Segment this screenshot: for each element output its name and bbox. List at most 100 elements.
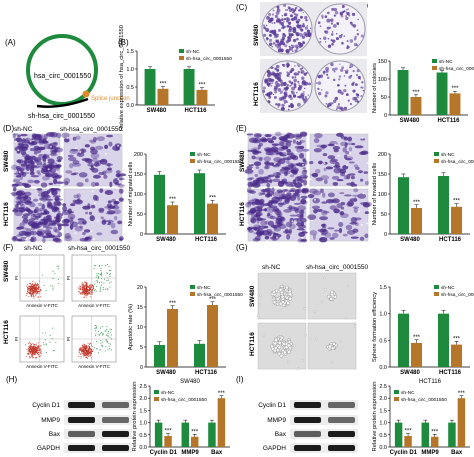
chart-d-legend-label: sh-hsa_circ_0001550 [197,159,243,165]
chart-d-ytick: 0 [140,232,143,238]
h-label-gapdh: GAPDH [37,445,60,452]
chart-b-bar [157,88,169,105]
plate-sw480-sh-nc [261,3,313,55]
h-blot-bg-gapdh [64,443,132,453]
chart-g-xtick: SW480 [400,370,420,376]
chart-h-ytick: 2.5 [139,384,147,390]
chart-f-legend-label: sh-NC [197,285,211,291]
chart-f-ytick: 5 [140,345,143,351]
flow-sw480-sh-circ-ylabel: PI [66,276,71,280]
chart-e-ytick: 0 [384,232,387,238]
panel-a-schematic: hsa_circ_0001550 Splice junction sh-hsa_… [26,34,130,120]
chart-f: 0 5 10 15 20 Apoptotic rate (%) *** SW480 *** HCT… [128,285,243,376]
chart-d-bar [167,205,178,234]
chart-h-xtick: Cyclin D1 [150,450,178,456]
e-row-sw480: SW480 [239,150,246,172]
chart-g-bar [411,343,422,367]
circ-name-label: hsa_circ_0001550 [34,73,91,80]
g-row-sw480: SW480 [249,285,256,307]
sphere-hct116-sh-nc [257,322,308,370]
h-band-mmp9-lane1 [68,417,95,423]
chart-h-ytick: 2.0 [139,396,147,402]
chart-e-legend-swatch [434,159,439,163]
chart-c-bar [436,72,448,115]
chart-c-sig: *** [412,90,420,96]
sh-rna-line [36,97,89,108]
chart-b-legend-swatch [179,49,184,53]
chart-c-xtick: HCT116 [437,118,460,124]
tile-e-hct116-sh-nc [245,186,310,243]
f-col-sh-nc: sh-NC [24,245,43,252]
chart-d-legend-swatch [190,152,195,156]
i-blot-bg-mmp9 [290,415,358,425]
panel-c-plates: sh-NC sh-hsa_circ_0001550 SW480 HCT116 [253,2,369,113]
chart-h-bar [208,422,216,447]
chart-b-ytick: 0.0 [126,103,134,109]
h-band-gapdh-lane2 [102,445,129,451]
chart-g-sig: *** [453,336,461,342]
chart-b-legend-swatch [179,56,184,60]
chart-b-ytick: 1.5 [126,49,134,55]
chart-g-legend-label: sh-hsa_circ_0001550 [441,292,474,298]
i-blot-bg-bax [290,429,358,439]
h-band-cyclin-d1-lane1 [68,402,95,408]
chart-h-bar [191,436,199,447]
chart-i-bar [394,422,403,447]
chart-g-legend-swatch [434,285,439,289]
chart-i-ytick: 1.5 [379,408,387,414]
chart-e-bar [438,176,449,234]
plate-hct116-sh-nc-colonies [262,62,312,111]
e-row-hct116: HCT116 [239,202,246,226]
chart-h-ytick: 1.0 [139,421,147,427]
chart-c-ylabel: Number of colonies [372,63,378,113]
chart-b-bar [183,69,195,105]
panel-letter-c: (C) [236,3,247,12]
chart-h-bar [164,436,172,447]
f-row-hct116: HCT116 [3,320,10,344]
chart-h-xtick: MMP9 [181,450,199,456]
panel-f-labels: sh-NC sh-hsa_circ_0001550 SW480 HCT116 [3,245,131,344]
chart-d-legend-label: sh-NC [197,152,211,158]
chart-f-ytick: 0 [140,365,143,371]
h-blot-bg-bax [64,429,132,439]
h-band-bax-lane2 [102,431,129,437]
i-band-mmp9-lane2 [328,417,355,423]
chart-h-legend-label: sh-hsa_circ_0001550 [161,397,207,403]
chart-g-xtick: HCT116 [439,370,462,376]
chart-f-bar [154,345,165,367]
chart-h-ytick: 0.0 [139,445,147,451]
chart-f-sig: *** [209,297,217,303]
chart-c-ytick: 150 [378,59,387,65]
chart-h-legend-swatch [154,390,159,394]
tile-d-hct116-sh-nc [10,187,64,244]
chart-e-sig: *** [453,199,461,205]
flow-hct116-sh-nc: Annexin V-FITC PI [14,315,65,369]
chart-c-bar [410,97,422,115]
h-band-bax-lane1 [68,431,95,437]
chart-d-legend-swatch [190,159,195,163]
panel-h-blot: Cyclin D1 MMP9 Bax GAPDH sh-NC sh-hsa_ci… [32,400,132,453]
chart-f-legend-swatch [190,285,195,289]
flow-hct116-sh-circ: Annexin V-FITC PI [66,315,117,369]
h-label-mmp9: MMP9 [41,417,60,424]
chart-h-sig: *** [218,391,226,397]
chart-i-bar [448,422,456,447]
chart-i-xtick: Cyclin D1 [390,450,418,456]
chart-b-xtick: SW480 [147,108,167,114]
chart-i-xtick: Bax [451,450,463,456]
chart-g-legend-label: sh-NC [441,285,455,291]
chart-b-xtick: HCT116 [184,108,207,114]
d-row-sw480: SW480 [3,150,10,172]
chart-i-bar [431,436,439,447]
chart-g-legend-swatch [434,292,439,296]
tile-d-hct116-sh-circ [61,188,124,242]
chart-f-sig: *** [169,301,177,307]
chart-f-xtick: SW480 [156,370,176,376]
chart-f-bar [194,343,205,367]
chart-b-ylabel: Relative expression of hsa_circ_0001550 [119,25,125,131]
chart-h-sig: *** [191,429,199,435]
chart-c-legend-swatch [432,66,437,70]
chart-d-xtick: HCT116 [195,237,218,243]
